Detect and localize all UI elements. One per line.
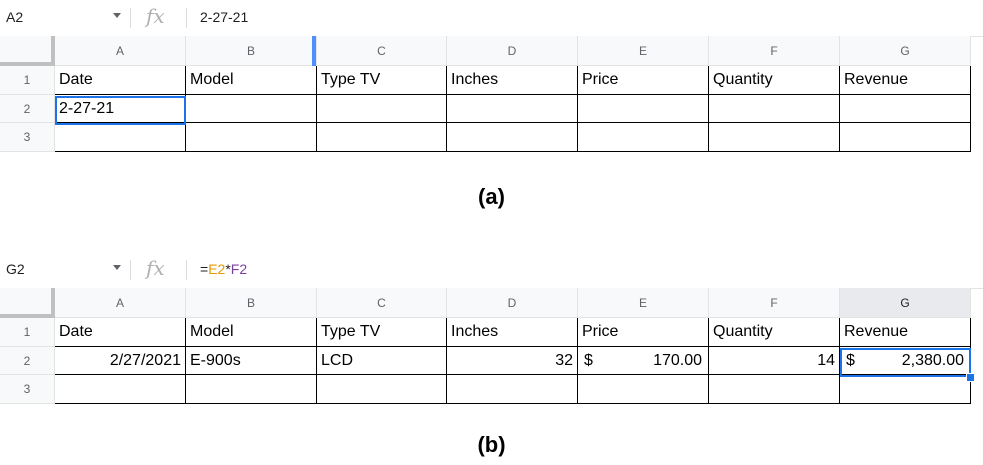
cell-a3[interactable]: [55, 123, 186, 152]
currency-symbol: $: [584, 352, 593, 369]
cell-d2[interactable]: [447, 95, 578, 123]
cell-g1[interactable]: Revenue: [840, 318, 971, 347]
figure-caption-a: (a): [478, 184, 505, 209]
column-header-f[interactable]: F: [709, 36, 840, 66]
cell-e3[interactable]: [578, 123, 709, 152]
name-box[interactable]: G2: [6, 261, 25, 277]
currency-symbol: $: [846, 352, 855, 369]
column-header-b[interactable]: B: [186, 36, 317, 66]
formula-bar: A2 fx 2-27-21: [0, 0, 983, 37]
cell-g3[interactable]: [840, 123, 971, 152]
cell-e1[interactable]: Price: [578, 66, 709, 95]
name-box[interactable]: A2: [6, 9, 24, 25]
cell-g2[interactable]: [840, 95, 971, 123]
row-header-2[interactable]: 2: [0, 95, 55, 123]
formula-equals: =: [200, 261, 209, 277]
cell-f2[interactable]: [709, 95, 840, 123]
column-header-g[interactable]: G: [840, 36, 971, 66]
formula-bar: G2 fx =E2*F2: [0, 252, 983, 289]
figure-caption-b: (b): [477, 432, 506, 457]
cell-c3[interactable]: [317, 123, 447, 152]
cell-f1[interactable]: Quantity: [709, 66, 840, 95]
column-header-f[interactable]: F: [709, 288, 840, 318]
row-header-3[interactable]: 3: [0, 123, 55, 152]
cell-e2[interactable]: [578, 95, 709, 123]
column-header-d[interactable]: D: [447, 288, 578, 318]
formula-input[interactable]: =E2*F2: [200, 261, 247, 277]
column-resize-handle[interactable]: [312, 36, 316, 66]
chevron-down-icon[interactable]: [113, 265, 121, 270]
divider: [186, 8, 187, 28]
fx-icon: fx: [146, 256, 165, 280]
cell-f3[interactable]: [709, 123, 840, 152]
chevron-down-icon[interactable]: [113, 13, 121, 18]
cell-c1[interactable]: Type TV: [317, 318, 447, 347]
column-header-d[interactable]: D: [447, 36, 578, 66]
row-header-2[interactable]: 2: [0, 347, 55, 375]
formula-ref-f2: F2: [230, 261, 248, 277]
cell-c2[interactable]: LCD: [317, 347, 447, 375]
formula-operator: *: [225, 261, 231, 277]
cell-a2[interactable]: 2/27/2021: [55, 347, 186, 375]
cell-b2[interactable]: E-900s: [186, 347, 317, 375]
cell-d3[interactable]: [447, 123, 578, 152]
cell-a2[interactable]: 2-27-21: [55, 95, 186, 123]
formula-ref-e2: E2: [208, 261, 226, 277]
column-header-e[interactable]: E: [578, 288, 709, 318]
row-header-1[interactable]: 1: [0, 318, 55, 347]
divider: [186, 260, 187, 280]
cell-g1[interactable]: Revenue: [840, 66, 971, 95]
cell-f1[interactable]: Quantity: [709, 318, 840, 347]
divider: [130, 260, 131, 280]
fx-icon: fx: [146, 4, 165, 28]
column-header-e[interactable]: E: [578, 36, 709, 66]
cell-c1[interactable]: Type TV: [317, 66, 447, 95]
row-header-3[interactable]: 3: [0, 375, 55, 404]
cell-c2[interactable]: [317, 95, 447, 123]
cell-e3[interactable]: [578, 375, 709, 404]
cell-b1[interactable]: Model: [186, 318, 317, 347]
cell-b3[interactable]: [186, 375, 317, 404]
cell-f2[interactable]: 14: [709, 347, 840, 375]
revenue-amount: 2,380.00: [901, 352, 964, 369]
cell-e2[interactable]: $ 170.00: [578, 347, 709, 375]
cell-f3[interactable]: [709, 375, 840, 404]
cell-e1[interactable]: Price: [578, 318, 709, 347]
cell-d2[interactable]: 32: [447, 347, 578, 375]
row-header-1[interactable]: 1: [0, 66, 55, 95]
cell-b1[interactable]: Model: [186, 66, 317, 95]
cell-d1[interactable]: Inches: [447, 318, 578, 347]
column-header-a[interactable]: A: [55, 36, 186, 66]
column-header-a[interactable]: A: [55, 288, 186, 318]
column-header-c[interactable]: C: [317, 288, 447, 318]
cell-c3[interactable]: [317, 375, 447, 404]
cell-d3[interactable]: [447, 375, 578, 404]
select-all-corner[interactable]: [0, 36, 55, 66]
formula-input[interactable]: 2-27-21: [200, 9, 249, 25]
cell-a1[interactable]: Date: [55, 66, 186, 95]
cell-b3[interactable]: [186, 123, 317, 152]
select-all-corner[interactable]: [0, 288, 55, 318]
cell-b2[interactable]: [186, 95, 317, 123]
cell-d1[interactable]: Inches: [447, 66, 578, 95]
column-header-g[interactable]: G: [840, 288, 971, 318]
price-amount: 170.00: [653, 352, 702, 369]
column-header-b[interactable]: B: [186, 288, 317, 318]
cell-g2[interactable]: $ 2,380.00: [840, 347, 971, 375]
cell-a3[interactable]: [55, 375, 186, 404]
column-header-c[interactable]: C: [317, 36, 447, 66]
cell-g3[interactable]: [840, 375, 971, 404]
cell-a1[interactable]: Date: [55, 318, 186, 347]
divider: [130, 8, 131, 28]
